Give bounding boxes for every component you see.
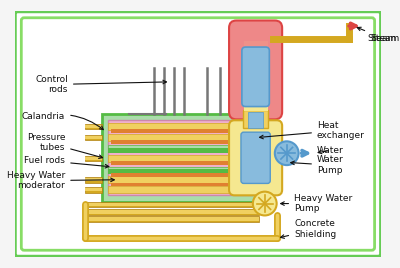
Bar <box>85 216 259 222</box>
Bar <box>244 54 268 61</box>
Bar <box>85 203 259 206</box>
Bar <box>108 134 253 141</box>
Bar <box>259 177 276 183</box>
Bar <box>244 79 268 86</box>
Bar <box>244 86 268 92</box>
Bar <box>108 155 253 162</box>
Bar <box>259 124 276 129</box>
FancyBboxPatch shape <box>21 18 374 250</box>
Bar <box>244 35 268 42</box>
Bar <box>111 183 250 186</box>
FancyBboxPatch shape <box>242 47 269 107</box>
Text: Concrete
Shielding: Concrete Shielding <box>280 219 336 239</box>
Bar <box>85 156 102 161</box>
Bar <box>108 167 253 172</box>
Bar <box>243 110 268 128</box>
Text: Steam: Steam <box>357 27 399 43</box>
Bar <box>85 209 259 215</box>
Bar <box>85 202 259 207</box>
Bar <box>111 129 250 133</box>
Bar <box>244 48 268 55</box>
Bar <box>85 177 102 183</box>
Bar <box>244 92 268 99</box>
Bar <box>244 98 268 105</box>
Bar <box>244 42 268 48</box>
Bar <box>248 112 263 128</box>
Bar <box>108 148 253 153</box>
Bar <box>108 145 253 150</box>
Bar <box>102 114 259 202</box>
Bar <box>108 176 253 183</box>
Bar <box>111 140 250 144</box>
FancyBboxPatch shape <box>229 120 282 195</box>
Bar <box>259 156 276 161</box>
Text: Pressure
tubes: Pressure tubes <box>27 133 102 158</box>
Bar <box>85 124 102 129</box>
Bar <box>108 120 253 195</box>
Text: Heat
exchanger: Heat exchanger <box>260 121 365 140</box>
Text: Heavy Water
moderator: Heavy Water moderator <box>7 171 114 190</box>
Text: Heavy Water
Pump: Heavy Water Pump <box>281 194 352 213</box>
Circle shape <box>275 141 299 165</box>
Bar <box>85 136 102 139</box>
Bar <box>244 67 268 73</box>
Bar <box>111 161 250 165</box>
Bar <box>244 61 268 67</box>
Bar <box>85 210 259 214</box>
Bar <box>244 73 268 80</box>
Bar <box>85 157 102 160</box>
Bar <box>85 187 102 193</box>
Bar <box>85 135 102 140</box>
FancyBboxPatch shape <box>229 21 282 119</box>
Bar <box>108 186 253 193</box>
Bar <box>244 105 268 111</box>
Bar <box>108 169 253 174</box>
Text: Water: Water <box>317 146 344 155</box>
Text: Calandria: Calandria <box>22 112 103 130</box>
Text: Steam: Steam <box>367 34 396 43</box>
Bar <box>85 188 102 191</box>
FancyBboxPatch shape <box>241 132 270 183</box>
Bar <box>85 217 259 221</box>
Bar <box>111 173 250 177</box>
Text: Fuel rods: Fuel rods <box>24 156 109 168</box>
Text: Water
Pump: Water Pump <box>291 155 344 175</box>
Bar <box>259 135 276 140</box>
Text: Control
rods: Control rods <box>35 75 166 94</box>
FancyBboxPatch shape <box>14 10 382 258</box>
Bar <box>259 187 276 193</box>
Circle shape <box>253 192 277 215</box>
Bar <box>85 125 102 128</box>
Bar <box>108 123 253 130</box>
Bar <box>85 178 102 181</box>
